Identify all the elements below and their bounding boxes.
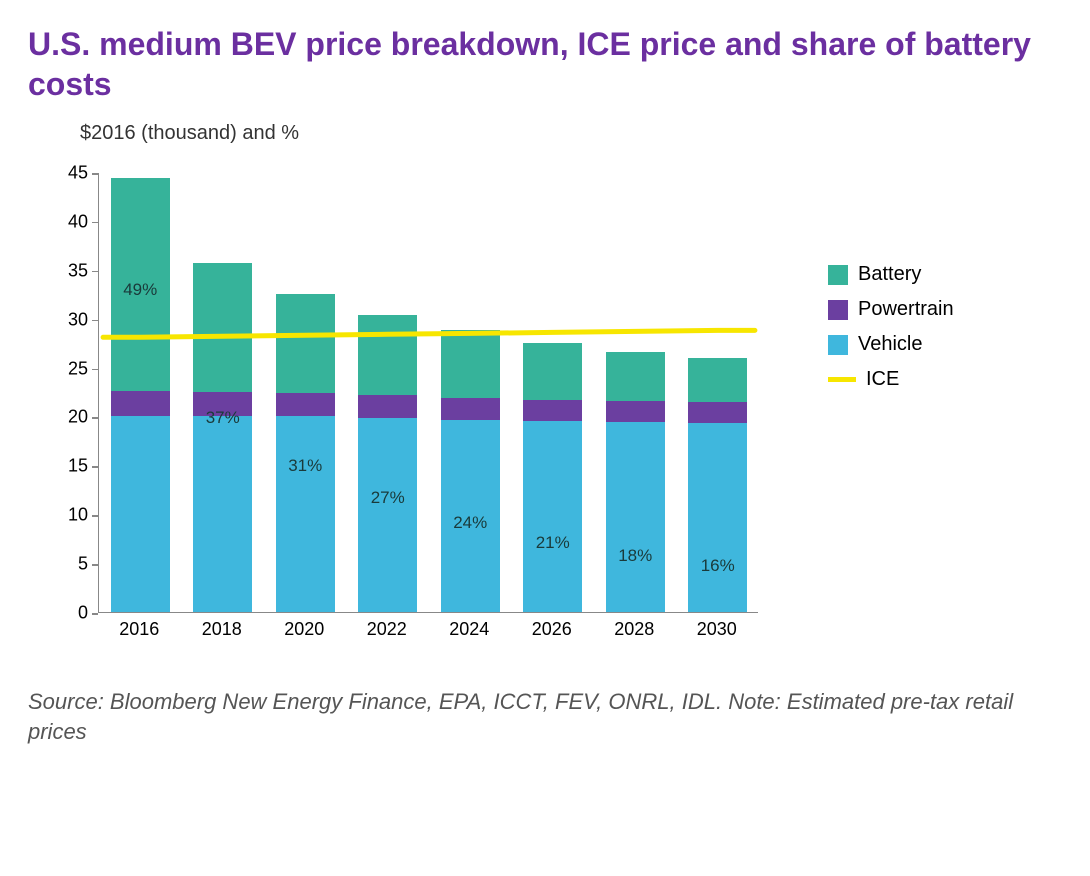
bar-2022: 27% <box>358 315 417 612</box>
bar-segment-powertrain <box>523 400 582 422</box>
bar-segment-powertrain <box>606 401 665 423</box>
bar-segment-battery <box>688 358 747 402</box>
chart-area: 0 5 10 15 20 25 30 35 40 45 49% 37% 31% 27% 24% 21% 18%… <box>28 153 788 673</box>
bar-segment-vehicle <box>606 422 665 612</box>
battery-pct-label: 24% <box>441 513 500 533</box>
bar-segment-vehicle <box>111 416 170 612</box>
bars-container: 49% 37% 31% 27% 24% 21% 18% 16% <box>99 173 758 612</box>
y-tick-label: 5 <box>28 554 88 575</box>
bar-segment-vehicle <box>358 418 417 612</box>
legend-swatch <box>828 300 848 320</box>
y-tick-label: 15 <box>28 456 88 477</box>
battery-pct-label: 27% <box>358 488 417 508</box>
chart-title: U.S. medium BEV price breakdown, ICE pri… <box>28 24 1062 104</box>
battery-pct-label: 31% <box>276 456 335 476</box>
bar-segment-battery <box>606 352 665 401</box>
battery-pct-label: 18% <box>606 546 665 566</box>
bar-2028: 18% <box>606 352 665 612</box>
battery-pct-label: 21% <box>523 533 582 553</box>
bar-segment-powertrain <box>358 395 417 418</box>
x-tick-label: 2020 <box>284 619 324 640</box>
y-tick-label: 25 <box>28 358 88 379</box>
bar-segment-battery <box>276 294 335 393</box>
x-tick-label: 2024 <box>449 619 489 640</box>
bar-2024: 24% <box>441 330 500 612</box>
chart-container: 0 5 10 15 20 25 30 35 40 45 49% 37% 31% 27% 24% 21% 18%… <box>28 153 1062 673</box>
bar-segment-vehicle <box>523 421 582 612</box>
legend-label: Vehicle <box>858 333 923 356</box>
y-tick-label: 20 <box>28 407 88 428</box>
bar-segment-vehicle <box>193 416 252 612</box>
bar-segment-battery <box>358 315 417 395</box>
bar-segment-powertrain <box>276 393 335 416</box>
x-tick-label: 2026 <box>532 619 572 640</box>
bar-2030: 16% <box>688 358 747 612</box>
legend-item-ice: ICE <box>828 368 954 391</box>
bar-segment-powertrain <box>688 402 747 424</box>
y-tick-label: 40 <box>28 211 88 232</box>
bar-segment-powertrain <box>441 398 500 420</box>
bar-2026: 21% <box>523 343 582 612</box>
bar-segment-vehicle <box>688 423 747 612</box>
legend-label: Powertrain <box>858 298 954 321</box>
bar-segment-powertrain <box>111 391 170 416</box>
y-tick-label: 35 <box>28 260 88 281</box>
x-tick-label: 2028 <box>614 619 654 640</box>
legend: Battery Powertrain Vehicle ICE <box>828 263 954 403</box>
chart-subtitle: $2016 (thousand) and % <box>80 122 1062 145</box>
bar-2018: 37% <box>193 263 252 612</box>
bar-segment-battery <box>193 263 252 392</box>
bar-segment-vehicle <box>276 416 335 612</box>
bar-2020: 31% <box>276 294 335 612</box>
legend-item-battery: Battery <box>828 263 954 286</box>
legend-swatch <box>828 265 848 285</box>
y-tick-label: 30 <box>28 309 88 330</box>
x-tick-label: 2016 <box>119 619 159 640</box>
bar-segment-battery <box>523 343 582 400</box>
x-tick-label: 2022 <box>367 619 407 640</box>
legend-label: ICE <box>866 368 899 391</box>
legend-item-vehicle: Vehicle <box>828 333 954 356</box>
battery-pct-label: 49% <box>111 280 170 300</box>
legend-swatch <box>828 335 848 355</box>
bar-2016: 49% <box>111 178 170 612</box>
battery-pct-label: 37% <box>193 408 252 428</box>
legend-label: Battery <box>858 263 921 286</box>
x-tick-label: 2018 <box>202 619 242 640</box>
bar-segment-battery <box>441 330 500 397</box>
legend-item-powertrain: Powertrain <box>828 298 954 321</box>
y-tick-label: 10 <box>28 505 88 526</box>
y-tick-mark <box>92 613 98 615</box>
x-tick-label: 2030 <box>697 619 737 640</box>
legend-line-swatch <box>828 377 856 382</box>
y-tick-label: 0 <box>28 603 88 624</box>
battery-pct-label: 16% <box>688 556 747 576</box>
source-note: Source: Bloomberg New Energy Finance, EP… <box>28 687 1028 746</box>
y-tick-label: 45 <box>28 163 88 184</box>
plot-region: 49% 37% 31% 27% 24% 21% 18% 16% <box>98 173 758 613</box>
